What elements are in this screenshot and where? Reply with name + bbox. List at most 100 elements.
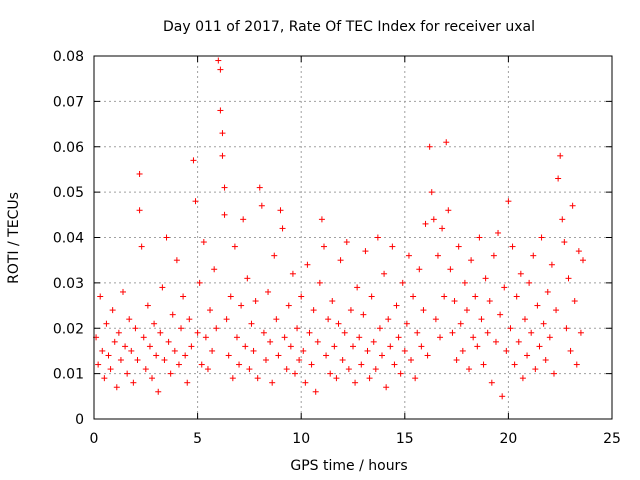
data-point [296, 357, 303, 364]
data-point [325, 316, 332, 323]
x-tick-label: 20 [499, 431, 517, 447]
data-point [553, 307, 560, 314]
data-point [542, 357, 549, 364]
data-point [304, 261, 311, 268]
data-point [571, 298, 578, 305]
data-point [207, 307, 214, 314]
data-point [441, 293, 448, 300]
data-point [343, 239, 350, 246]
data-point [298, 293, 305, 300]
data-point [372, 366, 379, 373]
data-point [439, 225, 446, 232]
data-point [105, 352, 112, 359]
data-point [300, 347, 307, 354]
data-point [345, 366, 352, 373]
data-point [130, 379, 137, 386]
data-point [370, 338, 377, 345]
data-point [275, 352, 282, 359]
data-point [310, 307, 317, 314]
data-point [515, 338, 522, 345]
data-point [501, 284, 508, 291]
data-point [149, 375, 156, 382]
data-point [579, 257, 586, 264]
data-point [221, 211, 228, 218]
data-point [219, 152, 226, 159]
data-point [337, 257, 344, 264]
data-point [260, 329, 267, 336]
data-point [412, 375, 419, 382]
data-point [248, 320, 255, 327]
data-point [524, 352, 531, 359]
data-point [424, 352, 431, 359]
data-point [240, 216, 247, 223]
data-point [277, 207, 284, 214]
data-point [354, 284, 361, 291]
data-point [437, 334, 444, 341]
data-point [128, 347, 135, 354]
data-point [451, 298, 458, 305]
data-point [250, 347, 257, 354]
data-point [190, 157, 197, 164]
data-point [426, 143, 433, 150]
data-point [399, 279, 406, 286]
data-point [495, 229, 502, 236]
data-point [395, 334, 402, 341]
data-point [360, 311, 367, 318]
data-point [258, 202, 265, 209]
data-point [534, 302, 541, 309]
data-point [254, 375, 261, 382]
data-point [573, 361, 580, 368]
data-point [144, 302, 151, 309]
chart-title: Day 011 of 2017, Rate Of TEC Index for r… [163, 19, 535, 35]
data-point [178, 325, 185, 332]
data-point [198, 361, 205, 368]
data-point [484, 329, 491, 336]
data-point [472, 293, 479, 300]
data-point [420, 307, 427, 314]
data-point [161, 357, 168, 364]
y-tick-label: 0.05 [53, 185, 84, 201]
data-point [530, 252, 537, 259]
data-point [115, 329, 122, 336]
x-tick-label: 10 [292, 431, 310, 447]
data-point [428, 189, 435, 196]
data-point [368, 293, 375, 300]
y-tick-label: 0.07 [53, 94, 84, 110]
data-point [134, 357, 141, 364]
data-point [318, 216, 325, 223]
data-point [175, 361, 182, 368]
data-point [291, 370, 298, 377]
data-point [401, 347, 408, 354]
data-point [511, 361, 518, 368]
data-point [136, 170, 143, 177]
data-point [246, 366, 253, 373]
x-axis-ticks: 0 5 10 15 20 25 [90, 56, 621, 447]
data-point [410, 293, 417, 300]
data-point [577, 329, 584, 336]
data-point [159, 284, 166, 291]
data-point [113, 384, 120, 391]
data-point [459, 347, 466, 354]
data-point [478, 316, 485, 323]
data-point [151, 320, 158, 327]
data-point [358, 361, 365, 368]
data-point [466, 366, 473, 373]
data-point [335, 320, 342, 327]
data-point [124, 370, 131, 377]
data-point [287, 343, 294, 350]
data-point [445, 207, 452, 214]
data-point [505, 198, 512, 205]
data-point [194, 329, 201, 336]
data-point [393, 302, 400, 309]
data-point [430, 216, 437, 223]
x-tick-label: 25 [603, 431, 621, 447]
data-point [173, 257, 180, 264]
data-point [202, 334, 209, 341]
data-point [323, 352, 330, 359]
data-point [383, 384, 390, 391]
data-point [122, 343, 129, 350]
data-point [184, 379, 191, 386]
data-point [476, 234, 483, 241]
data-point [474, 343, 481, 350]
data-point [107, 366, 114, 373]
